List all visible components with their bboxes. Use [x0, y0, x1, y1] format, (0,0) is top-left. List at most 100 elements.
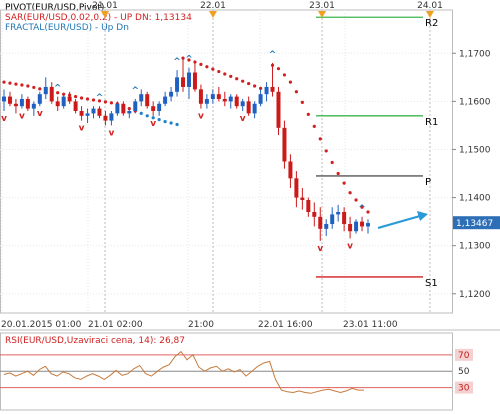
candle-body [348, 224, 353, 232]
candle-body [234, 96, 239, 107]
candle-body [163, 96, 168, 104]
sar-dot [103, 100, 108, 104]
candle-body [270, 86, 275, 92]
x-tick-label: 21:00 [188, 320, 214, 330]
sar-dot [306, 112, 310, 116]
candle-body [97, 108, 102, 116]
fractal-down-marker: v [150, 119, 156, 129]
day-marker-arrow [318, 11, 326, 18]
candle-body [318, 216, 323, 229]
candle-body [127, 111, 132, 114]
sar-dot [348, 191, 352, 195]
rsi-level-label: 70 [458, 351, 470, 361]
sar-dot [157, 118, 161, 122]
candle-body [181, 77, 186, 87]
sar-dot [56, 91, 60, 95]
x-tick-label: 21.01 02:00 [88, 320, 143, 330]
sar-dot [199, 62, 203, 66]
candle-body [157, 103, 162, 111]
fractal-down-marker: v [1, 114, 7, 124]
y-tick-label: 1,1400 [459, 194, 491, 204]
sar-dot [360, 205, 364, 209]
candle-body [61, 96, 66, 107]
sar-dot [354, 198, 358, 202]
y-tick-label: 1,1700 [459, 49, 491, 59]
sar-dot [139, 111, 143, 116]
day-marker-label: 23.01 [309, 1, 335, 11]
fractal-down-marker: v [108, 128, 114, 138]
day-marker-arrow [101, 11, 109, 18]
candle-body [115, 103, 120, 114]
pivot-label-r1: R1 [425, 117, 438, 128]
sar-dot [97, 99, 102, 103]
sar-dot [85, 97, 90, 101]
fractal-down-marker: v [317, 244, 323, 254]
candle-body [216, 94, 221, 99]
sar-dot [79, 96, 84, 100]
legend-pivot: PIVOT(EUR/USD,Pivot) [5, 3, 105, 13]
candle-body [103, 115, 108, 121]
sar-dot [26, 84, 30, 88]
fractal-down-marker: v [37, 109, 43, 119]
candle-body [25, 98, 30, 109]
candle-body [204, 98, 209, 104]
sar-dot [300, 100, 304, 104]
sar-dot [247, 81, 251, 86]
sar-dot [205, 65, 209, 69]
candle-body [91, 108, 96, 114]
candle-body [37, 94, 42, 104]
sar-dot [32, 85, 36, 90]
candle-body [336, 212, 341, 215]
fractal-down-marker: v [79, 124, 85, 134]
sar-dot [229, 74, 233, 78]
candle-body [210, 94, 215, 99]
candle-body [55, 101, 60, 107]
sar-dot [312, 124, 316, 128]
day-marker-arrow [209, 11, 217, 18]
candle-body [85, 113, 90, 116]
rsi-level-badge [455, 348, 473, 361]
candle-body [121, 103, 126, 114]
candle-body [306, 199, 311, 212]
candle-body [228, 96, 233, 102]
sar-dot [38, 87, 42, 91]
sar-dot [14, 82, 18, 86]
day-marker-label: 22.01 [200, 1, 226, 11]
day-marker-arrow [426, 11, 434, 18]
candle-body [222, 98, 227, 102]
sar-dot [217, 69, 221, 74]
fractal-down-marker: v [19, 112, 25, 122]
candle-body [67, 96, 72, 102]
sar-dot [288, 80, 293, 84]
current-price-label: 1,13467 [456, 219, 493, 229]
pivot-label-s1: S1 [425, 278, 438, 289]
candle-body [49, 86, 54, 102]
sar-dot [294, 90, 298, 94]
candle-body [252, 103, 257, 114]
sar-dot [211, 67, 215, 71]
candle-body [43, 86, 48, 95]
sar-dot [109, 101, 114, 105]
candle-body [192, 72, 197, 90]
candle-body [330, 214, 335, 225]
fractal-down-marker: v [347, 241, 353, 251]
sar-dot [235, 77, 239, 81]
fractal-up-marker: ^ [185, 55, 193, 65]
candle-body [73, 101, 78, 111]
fractal-up-marker: ^ [173, 57, 181, 67]
candle-body [288, 161, 293, 179]
candle-body [169, 91, 174, 97]
pivot-label-p: P [425, 177, 431, 188]
fractal-up-marker: ^ [132, 86, 140, 96]
sar-dot [91, 98, 96, 102]
candle-body [2, 96, 6, 102]
price-plot-frame [0, 9, 453, 314]
x-tick-label: 22.01 16:00 [258, 320, 313, 330]
legend-sar: SAR(EUR/USD,0.02,0.2) - UP DN: 1,13134 [5, 13, 192, 23]
candle-body [198, 89, 203, 104]
candle-body [240, 101, 245, 107]
y-tick-label: 1,1200 [459, 290, 491, 300]
candle-body [264, 86, 269, 95]
sar-dot [8, 81, 12, 85]
sar-dot [145, 114, 149, 118]
